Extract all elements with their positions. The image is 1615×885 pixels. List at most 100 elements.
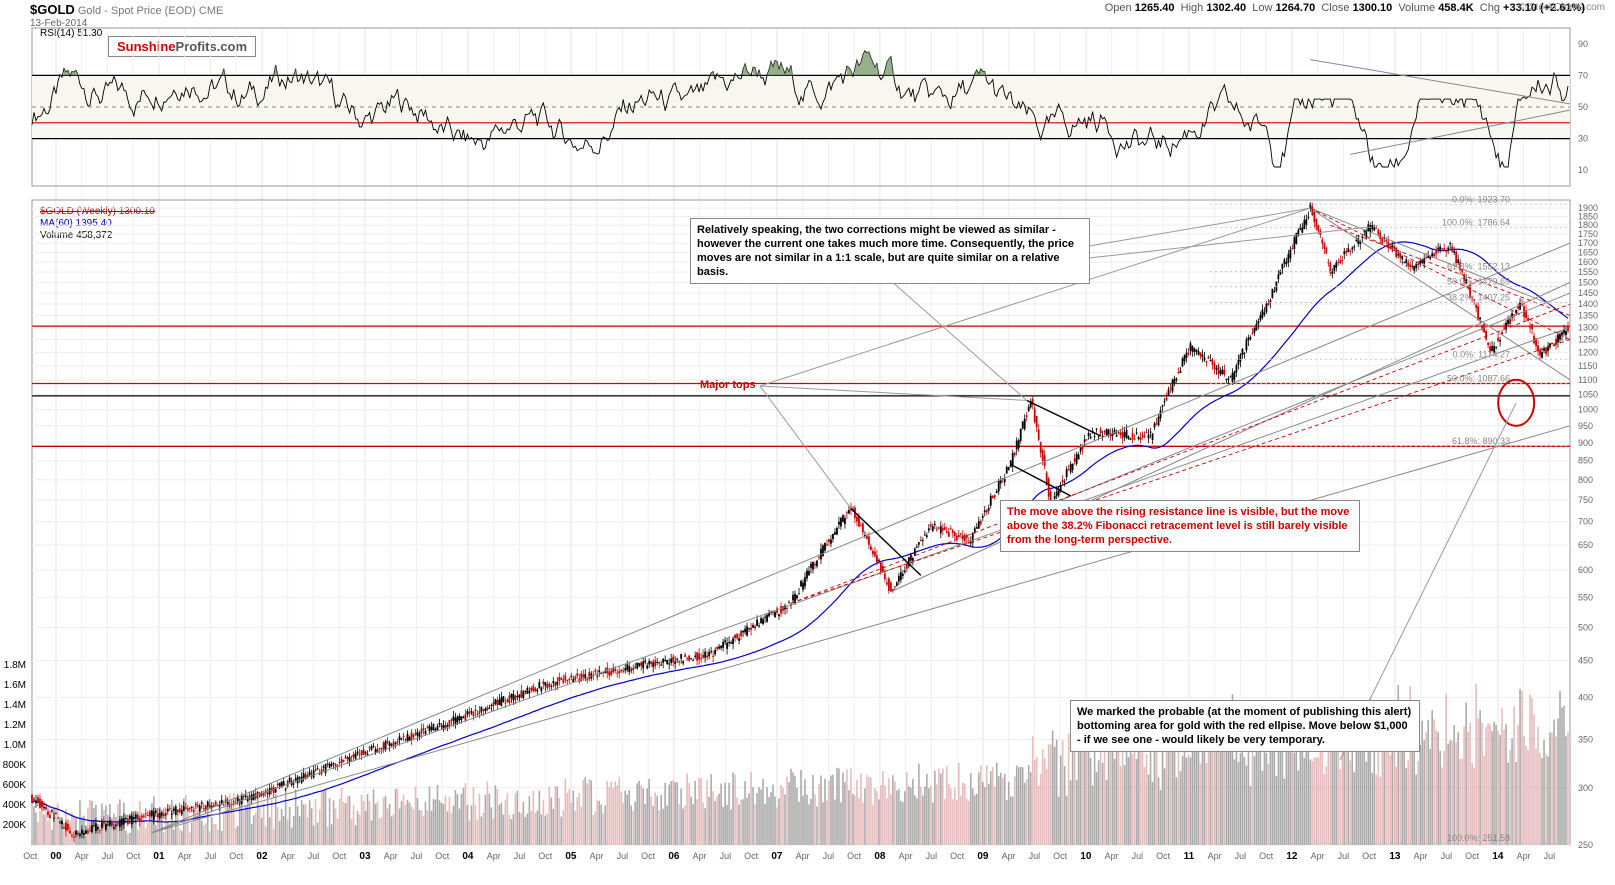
svg-text:Apr: Apr bbox=[796, 851, 810, 861]
svg-text:Jul: Jul bbox=[514, 851, 526, 861]
svg-text:850: 850 bbox=[1578, 456, 1593, 466]
svg-text:Oct: Oct bbox=[126, 851, 141, 861]
svg-text:Apr: Apr bbox=[487, 851, 501, 861]
svg-text:1700: 1700 bbox=[1578, 238, 1598, 248]
svg-text:250: 250 bbox=[1578, 840, 1593, 850]
svg-text:Apr: Apr bbox=[590, 851, 604, 861]
svg-text:450: 450 bbox=[1578, 655, 1593, 665]
svg-text:Oct: Oct bbox=[332, 851, 347, 861]
svg-text:300: 300 bbox=[1578, 783, 1593, 793]
svg-text:Apr: Apr bbox=[1517, 851, 1531, 861]
svg-text:Oct: Oct bbox=[229, 851, 244, 861]
svg-text:61.8%: 1552.13: 61.8%: 1552.13 bbox=[1447, 262, 1510, 272]
svg-text:50.0%: 1087.66: 50.0%: 1087.66 bbox=[1447, 373, 1510, 383]
svg-text:Oct: Oct bbox=[1362, 851, 1377, 861]
svg-text:600: 600 bbox=[1578, 565, 1593, 575]
svg-text:1.4M: 1.4M bbox=[4, 700, 26, 711]
svg-text:70: 70 bbox=[1578, 70, 1588, 80]
svg-text:09: 09 bbox=[977, 851, 989, 862]
svg-text:1000: 1000 bbox=[1578, 405, 1598, 415]
svg-text:700: 700 bbox=[1578, 517, 1593, 527]
svg-text:61.8%: 890.33: 61.8%: 890.33 bbox=[1452, 436, 1510, 446]
svg-text:1500: 1500 bbox=[1578, 277, 1598, 287]
svg-text:04: 04 bbox=[462, 851, 474, 862]
svg-text:Jul: Jul bbox=[102, 851, 114, 861]
svg-text:Oct: Oct bbox=[1156, 851, 1171, 861]
svg-text:Jul: Jul bbox=[617, 851, 629, 861]
svg-text:10: 10 bbox=[1080, 851, 1092, 862]
svg-text:1200: 1200 bbox=[1578, 347, 1598, 357]
svg-text:Apr: Apr bbox=[1414, 851, 1428, 861]
svg-text:1600: 1600 bbox=[1578, 257, 1598, 267]
svg-text:1.0M: 1.0M bbox=[4, 740, 26, 751]
svg-text:50.0%: 1479.69: 50.0%: 1479.69 bbox=[1447, 277, 1510, 287]
svg-text:350: 350 bbox=[1578, 734, 1593, 744]
svg-text:0.0%: 1174.27: 0.0%: 1174.27 bbox=[1453, 349, 1510, 359]
svg-text:200K: 200K bbox=[3, 820, 27, 831]
svg-text:800K: 800K bbox=[3, 760, 27, 771]
svg-text:Apr: Apr bbox=[1002, 851, 1016, 861]
annotation-bottoming: We marked the probable (at the moment of… bbox=[1070, 700, 1420, 752]
svg-text:90: 90 bbox=[1578, 39, 1588, 49]
svg-text:1.6M: 1.6M bbox=[4, 680, 26, 691]
svg-text:Oct: Oct bbox=[641, 851, 656, 861]
svg-text:01: 01 bbox=[153, 851, 165, 862]
svg-text:Oct: Oct bbox=[950, 851, 965, 861]
svg-text:1250: 1250 bbox=[1578, 335, 1598, 345]
svg-text:550: 550 bbox=[1578, 592, 1593, 602]
svg-text:1300: 1300 bbox=[1578, 322, 1598, 332]
svg-text:1650: 1650 bbox=[1578, 247, 1598, 257]
svg-text:Oct: Oct bbox=[1053, 851, 1068, 861]
svg-text:1.8M: 1.8M bbox=[4, 660, 26, 671]
svg-text:Apr: Apr bbox=[178, 851, 192, 861]
svg-text:Oct: Oct bbox=[435, 851, 450, 861]
svg-text:600K: 600K bbox=[3, 780, 27, 791]
svg-text:1450: 1450 bbox=[1578, 288, 1598, 298]
svg-text:Oct: Oct bbox=[538, 851, 553, 861]
svg-text:1900: 1900 bbox=[1578, 203, 1598, 213]
svg-text:07: 07 bbox=[771, 851, 783, 862]
svg-text:Jul: Jul bbox=[823, 851, 835, 861]
svg-text:Apr: Apr bbox=[384, 851, 398, 861]
annotation-corrections: Relatively speaking, the two corrections… bbox=[690, 218, 1090, 284]
svg-text:Oct: Oct bbox=[1465, 851, 1480, 861]
svg-text:750: 750 bbox=[1578, 495, 1593, 505]
svg-text:Apr: Apr bbox=[1105, 851, 1119, 861]
svg-text:13: 13 bbox=[1389, 851, 1401, 862]
svg-text:400: 400 bbox=[1578, 692, 1593, 702]
svg-text:Jul: Jul bbox=[308, 851, 320, 861]
svg-text:Jul: Jul bbox=[1338, 851, 1350, 861]
chart-canvas: 1030507090250300350400450500550600650700… bbox=[0, 0, 1615, 885]
svg-text:1100: 1100 bbox=[1578, 375, 1597, 385]
svg-text:500: 500 bbox=[1578, 622, 1593, 632]
svg-text:1350: 1350 bbox=[1578, 310, 1598, 320]
svg-text:Jul: Jul bbox=[411, 851, 423, 861]
svg-text:Jul: Jul bbox=[1235, 851, 1247, 861]
svg-text:03: 03 bbox=[359, 851, 371, 862]
svg-text:05: 05 bbox=[565, 851, 577, 862]
svg-text:Jul: Jul bbox=[1544, 851, 1556, 861]
svg-text:00: 00 bbox=[50, 851, 62, 862]
svg-text:Jul: Jul bbox=[1029, 851, 1041, 861]
svg-text:Jul: Jul bbox=[926, 851, 938, 861]
svg-text:Jul: Jul bbox=[720, 851, 732, 861]
annotation-resistance: The move above the rising resistance lin… bbox=[1000, 500, 1360, 552]
svg-text:Oct: Oct bbox=[847, 851, 862, 861]
svg-text:1.2M: 1.2M bbox=[4, 720, 26, 731]
svg-text:Oct: Oct bbox=[23, 851, 38, 861]
svg-text:1050: 1050 bbox=[1578, 389, 1598, 399]
svg-text:38.2%: 1407.25: 38.2%: 1407.25 bbox=[1447, 292, 1510, 302]
svg-text:0.0%: 1923.70: 0.0%: 1923.70 bbox=[1452, 194, 1510, 204]
svg-text:Apr: Apr bbox=[281, 851, 295, 861]
svg-text:12: 12 bbox=[1286, 851, 1298, 862]
svg-text:Apr: Apr bbox=[1311, 851, 1325, 861]
svg-text:Oct: Oct bbox=[1259, 851, 1274, 861]
svg-text:650: 650 bbox=[1578, 540, 1593, 550]
svg-text:Oct: Oct bbox=[744, 851, 759, 861]
svg-text:900: 900 bbox=[1578, 438, 1593, 448]
svg-text:1150: 1150 bbox=[1578, 361, 1597, 371]
svg-text:1550: 1550 bbox=[1578, 267, 1598, 277]
svg-text:800: 800 bbox=[1578, 475, 1593, 485]
svg-text:400K: 400K bbox=[3, 800, 27, 811]
svg-text:06: 06 bbox=[668, 851, 680, 862]
